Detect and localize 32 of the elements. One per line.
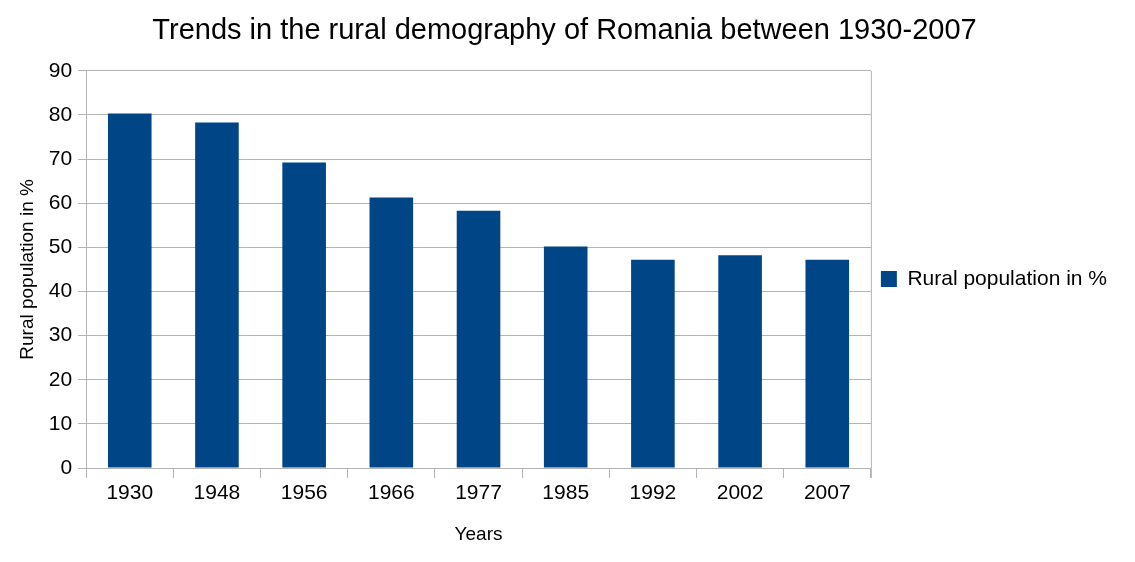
y-tick-label: 80	[48, 101, 73, 125]
x-axis-title: Years	[454, 522, 503, 544]
chart-title: Trends in the rural demography of Romania between 1930-2007	[152, 13, 977, 46]
x-tick-label: 1992	[629, 480, 677, 504]
x-tick-label: 1966	[367, 480, 415, 504]
y-tick-label: 40	[48, 278, 73, 302]
bar	[456, 210, 501, 468]
y-tick-label: 90	[48, 57, 73, 81]
x-tick-label: 1985	[542, 480, 590, 504]
bar	[282, 162, 326, 468]
x-tick-label: 2002	[716, 480, 764, 504]
y-tick-label: 0	[60, 454, 73, 478]
bar	[107, 113, 152, 468]
bar	[631, 259, 675, 468]
x-tick-label: 1956	[280, 480, 328, 504]
bar	[369, 197, 414, 468]
bar	[805, 259, 850, 468]
x-tick-label: 1977	[455, 480, 502, 504]
x-tick-label: 1930	[106, 480, 154, 504]
y-tick-label: 60	[48, 190, 73, 213]
y-tick-label: 20	[48, 366, 73, 390]
y-tick-label: 50	[48, 234, 73, 258]
y-tick-label: 30	[48, 322, 73, 346]
x-tick-label: 1948	[193, 480, 241, 504]
legend-label: Rural population in %	[907, 265, 1107, 289]
x-tick-label: 2007	[803, 480, 851, 504]
bar	[718, 255, 762, 468]
y-axis-title: Rural population in %	[15, 179, 37, 360]
bar	[543, 246, 588, 468]
bar	[195, 122, 239, 468]
y-tick-label: 10	[48, 410, 73, 434]
y-tick-label: 70	[48, 145, 73, 169]
